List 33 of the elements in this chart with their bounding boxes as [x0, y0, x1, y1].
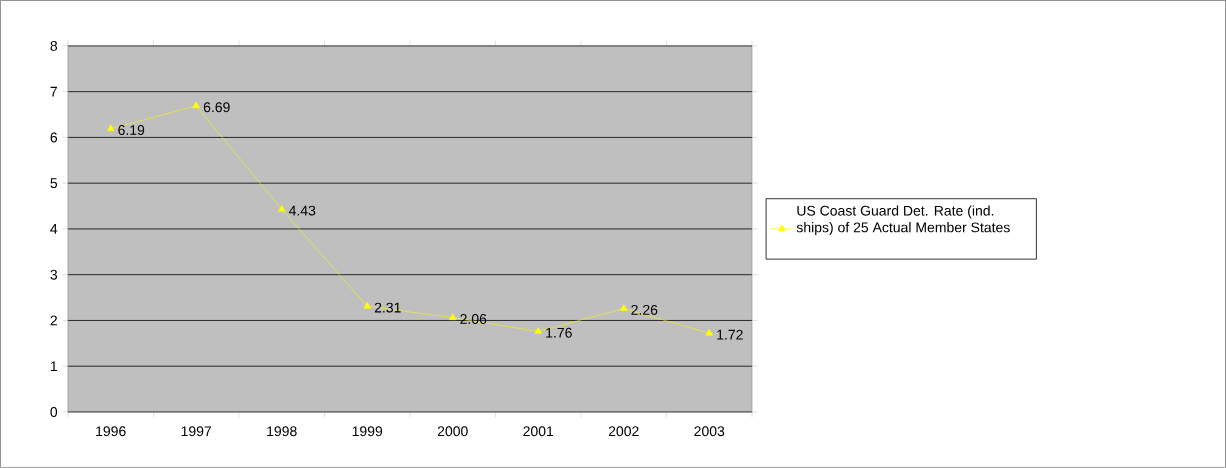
data-label: 2.26	[631, 304, 658, 315]
point	[106, 124, 115, 132]
point	[192, 101, 200, 109]
y-tick-label: 8	[50, 41, 58, 51]
point	[277, 205, 286, 212]
y-tick-label: 0	[50, 407, 58, 417]
y-tick-label: 2	[50, 315, 57, 326]
x-tick-label: 2003	[694, 426, 725, 437]
x-tick-label: 2000	[437, 426, 468, 437]
data-label: 1.72	[717, 329, 743, 340]
data-label: 2.31	[374, 302, 401, 313]
point	[534, 327, 542, 334]
y-tick-label: 7	[50, 86, 57, 97]
data-label: 4.43	[288, 205, 316, 216]
point	[448, 313, 457, 321]
x-tick-label: 1996	[96, 426, 126, 437]
x-tick-label: 1999	[352, 426, 383, 437]
point	[620, 304, 628, 311]
data-label: 6.19	[118, 125, 145, 136]
y-tick-label: 1	[50, 361, 57, 372]
y-tick-label: 4	[50, 224, 58, 234]
y-tick-label: 5	[50, 178, 58, 189]
x-tick-label: 2001	[523, 426, 554, 437]
x-tick-label: 1997	[181, 426, 212, 437]
data-label: 1.76	[546, 327, 572, 338]
legend-label: US Coast Guard Det. Rate (ind. ships) of 25 Actual Member States	[796, 205, 1010, 236]
point	[363, 302, 371, 309]
y-tick-label: 6	[50, 132, 58, 143]
x-tick-label: 2002	[608, 426, 639, 437]
y-tick-label: 3	[50, 269, 58, 280]
point	[705, 329, 713, 336]
x-tick-label: 1998	[267, 426, 297, 437]
data-label: 6.69	[203, 102, 230, 113]
